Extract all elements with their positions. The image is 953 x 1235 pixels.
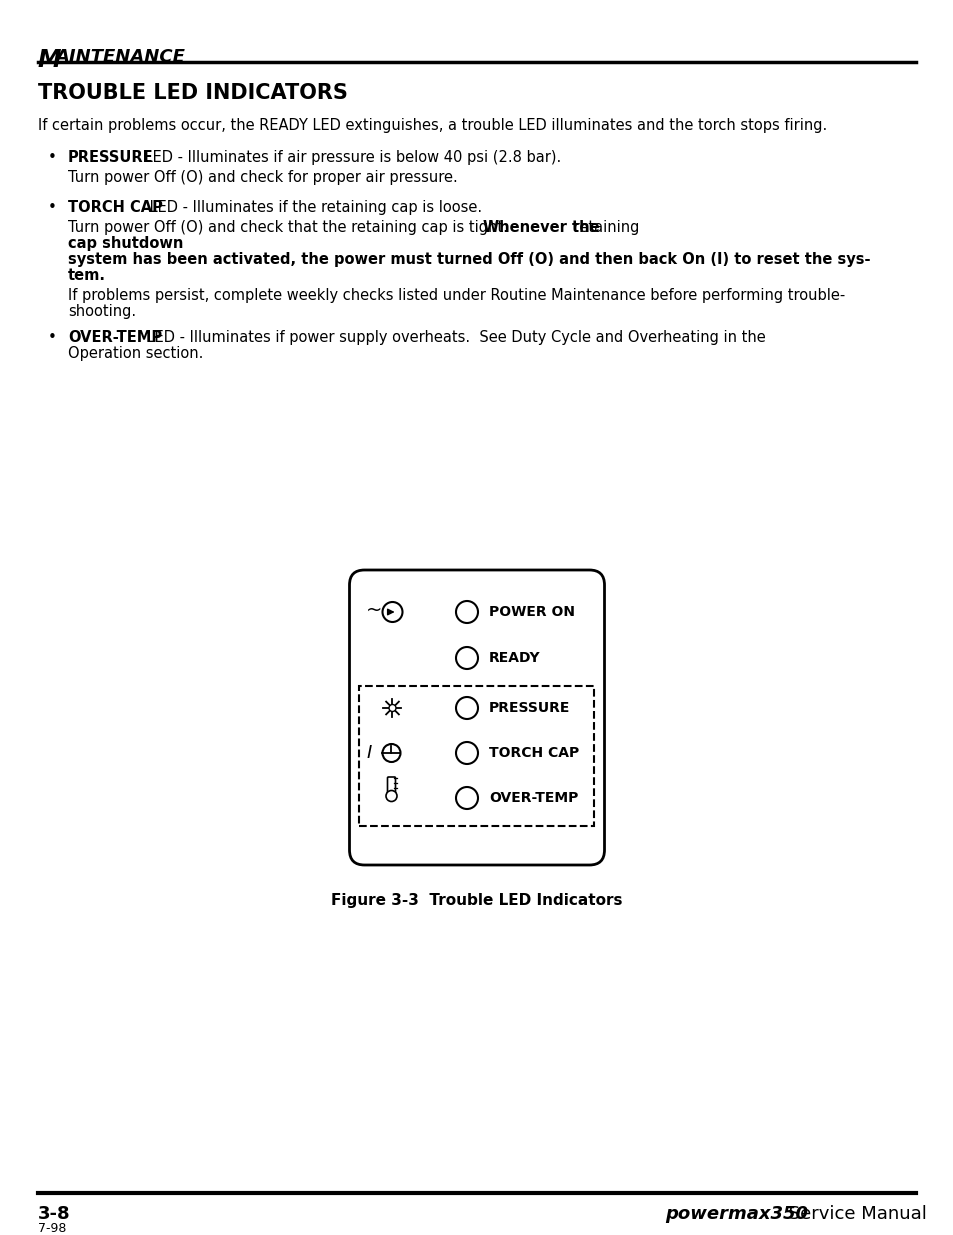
Text: If problems persist, complete weekly checks listed under Routine Maintenance bef: If problems persist, complete weekly che… <box>68 288 844 303</box>
Text: OVER-TEMP: OVER-TEMP <box>489 790 578 805</box>
Text: •: • <box>48 149 57 165</box>
Circle shape <box>382 743 400 762</box>
Text: Operation section.: Operation section. <box>68 346 203 361</box>
Circle shape <box>456 697 477 719</box>
Text: TORCH CAP: TORCH CAP <box>489 746 578 760</box>
Text: 3-8: 3-8 <box>38 1205 71 1223</box>
Text: Service Manual: Service Manual <box>782 1205 926 1223</box>
Text: 7-98: 7-98 <box>38 1221 67 1235</box>
Text: OVER-TEMP: OVER-TEMP <box>68 330 162 345</box>
Text: I: I <box>366 743 372 762</box>
Text: LED - Illuminates if the retaining cap is loose.: LED - Illuminates if the retaining cap i… <box>145 200 481 215</box>
Circle shape <box>456 647 477 669</box>
Text: cap shutdown: cap shutdown <box>68 236 183 251</box>
Circle shape <box>456 787 477 809</box>
Text: ~: ~ <box>365 600 381 620</box>
Text: M: M <box>38 48 61 72</box>
Text: powermax350: powermax350 <box>664 1205 807 1223</box>
Text: TORCH CAP: TORCH CAP <box>68 200 163 215</box>
Text: AINTENANCE: AINTENANCE <box>55 48 185 65</box>
Circle shape <box>386 790 396 802</box>
Text: LED - Illuminates if air pressure is below 40 psi (2.8 bar).: LED - Illuminates if air pressure is bel… <box>140 149 560 165</box>
Circle shape <box>382 601 402 622</box>
Text: system has been activated, the power must turned Off (O) and then back On (I) to: system has been activated, the power mus… <box>68 252 869 267</box>
Text: •: • <box>48 200 57 215</box>
Text: PRESSURE: PRESSURE <box>68 149 153 165</box>
Text: PRESSURE: PRESSURE <box>489 701 570 715</box>
FancyBboxPatch shape <box>387 777 395 795</box>
Text: If certain problems occur, the READY LED extinguishes, a trouble LED illuminates: If certain problems occur, the READY LED… <box>38 119 826 133</box>
Circle shape <box>389 704 395 711</box>
Text: TROUBLE LED INDICATORS: TROUBLE LED INDICATORS <box>38 83 348 103</box>
Text: READY: READY <box>489 651 540 664</box>
Circle shape <box>456 742 477 764</box>
Text: Whenever the: Whenever the <box>482 220 599 235</box>
Text: •: • <box>48 330 57 345</box>
Text: Turn power Off (O) and check that the retaining cap is tight.: Turn power Off (O) and check that the re… <box>68 220 517 235</box>
Text: POWER ON: POWER ON <box>489 605 575 619</box>
Text: Figure 3-3  Trouble LED Indicators: Figure 3-3 Trouble LED Indicators <box>331 893 622 908</box>
Text: shooting.: shooting. <box>68 304 136 319</box>
Text: tem.: tem. <box>68 268 106 283</box>
Bar <box>359 685 594 826</box>
Text: retaining: retaining <box>568 220 643 235</box>
Text: Turn power Off (O) and check for proper air pressure.: Turn power Off (O) and check for proper … <box>68 170 457 185</box>
Circle shape <box>456 601 477 622</box>
FancyBboxPatch shape <box>349 571 604 864</box>
Text: LED - Illuminates if power supply overheats.  See Duty Cycle and Overheating in : LED - Illuminates if power supply overhe… <box>142 330 765 345</box>
